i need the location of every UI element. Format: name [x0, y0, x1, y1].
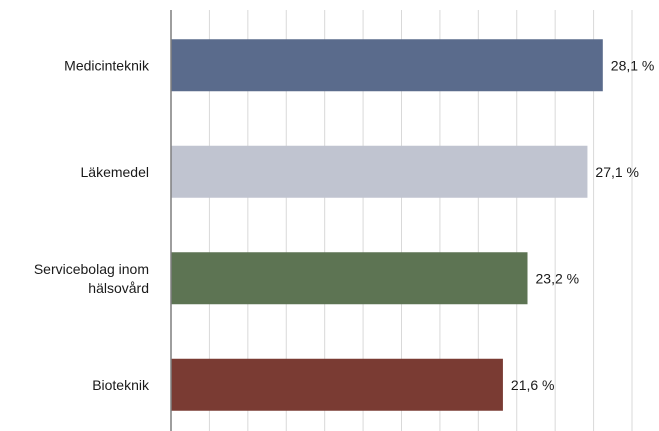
value-labels: 28,1 % 27,1 % 23,2 % 21,6 % [511, 57, 654, 393]
category-label: Medicinteknik [64, 57, 150, 73]
category-label-line: Servicebolag inom [34, 261, 149, 277]
category-label: Servicebolag inom hälsovård [34, 261, 149, 296]
value-label: 21,6 % [511, 377, 555, 393]
category-label-line: hälsovård [88, 280, 149, 296]
bar [171, 145, 588, 198]
value-label: 23,2 % [536, 270, 580, 286]
bars [171, 39, 603, 411]
category-label: Bioteknik [92, 377, 150, 393]
category-label: Läkemedel [81, 164, 150, 180]
bar [171, 358, 503, 411]
category-labels: Medicinteknik Läkemedel Servicebolag inom h… [34, 57, 150, 393]
bar [171, 252, 528, 305]
bar [171, 39, 603, 92]
category-label-line: Läkemedel [81, 164, 150, 180]
category-label-line: Medicinteknik [64, 57, 150, 73]
value-label: 27,1 % [595, 164, 639, 180]
value-label: 28,1 % [611, 57, 655, 73]
category-label-line: Bioteknik [92, 377, 150, 393]
